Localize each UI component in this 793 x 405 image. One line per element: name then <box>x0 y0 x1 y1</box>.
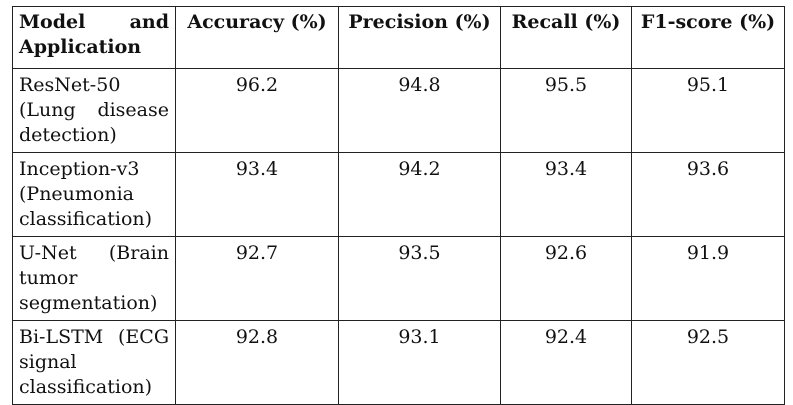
f1-cell: 93.6 <box>631 152 785 237</box>
recall-cell: 95.5 <box>500 68 632 153</box>
precision-cell: 94.2 <box>338 152 501 237</box>
accuracy-cell: 96.2 <box>175 68 339 153</box>
table-row: Inception-v3 (Pneumonia classification) … <box>12 152 785 237</box>
column-header-accuracy: Accuracy (%) <box>175 6 339 69</box>
accuracy-cell: 92.7 <box>175 236 339 321</box>
accuracy-cell: 92.8 <box>175 320 339 405</box>
table-row: ResNet-50 (Lung disease detection) 96.2 … <box>12 68 785 153</box>
recall-cell: 93.4 <box>500 152 632 237</box>
precision-cell: 93.1 <box>338 320 501 405</box>
precision-cell: 93.5 <box>338 236 501 321</box>
column-header-recall: Recall (%) <box>500 6 632 69</box>
model-cell: U-Net (Brain tumor segmentation) <box>12 236 176 321</box>
recall-cell: 92.4 <box>500 320 632 405</box>
accuracy-cell: 93.4 <box>175 152 339 237</box>
f1-cell: 91.9 <box>631 236 785 321</box>
model-cell: Bi-LSTM (ECG signal classification) <box>12 320 176 405</box>
header-row: Model and Application Accuracy (%) Preci… <box>12 6 785 69</box>
column-header-f1: F1-score (%) <box>631 6 785 69</box>
model-cell: Inception-v3 (Pneumonia classification) <box>12 152 176 237</box>
model-cell: ResNet-50 (Lung disease detection) <box>12 68 176 153</box>
column-header-model: Model and Application <box>12 6 176 69</box>
precision-cell: 94.8 <box>338 68 501 153</box>
f1-cell: 95.1 <box>631 68 785 153</box>
table-row: U-Net (Brain tumor segmentation) 92.7 93… <box>12 236 785 321</box>
results-table: Model and Application Accuracy (%) Preci… <box>12 6 785 405</box>
table-row: Bi-LSTM (ECG signal classification) 92.8… <box>12 320 785 405</box>
column-header-precision: Precision (%) <box>338 6 501 69</box>
recall-cell: 92.6 <box>500 236 632 321</box>
f1-cell: 92.5 <box>631 320 785 405</box>
